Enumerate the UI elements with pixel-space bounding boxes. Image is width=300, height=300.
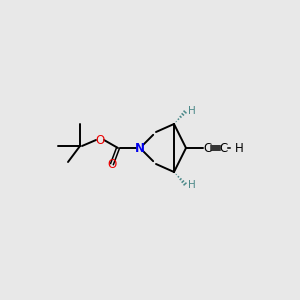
- Text: C: C: [220, 142, 228, 154]
- Text: H: H: [188, 180, 196, 190]
- Text: C: C: [203, 142, 211, 154]
- Text: O: O: [95, 134, 105, 146]
- Text: H: H: [188, 106, 196, 116]
- Text: N: N: [135, 142, 145, 154]
- Text: H: H: [235, 142, 244, 154]
- Text: O: O: [107, 158, 117, 170]
